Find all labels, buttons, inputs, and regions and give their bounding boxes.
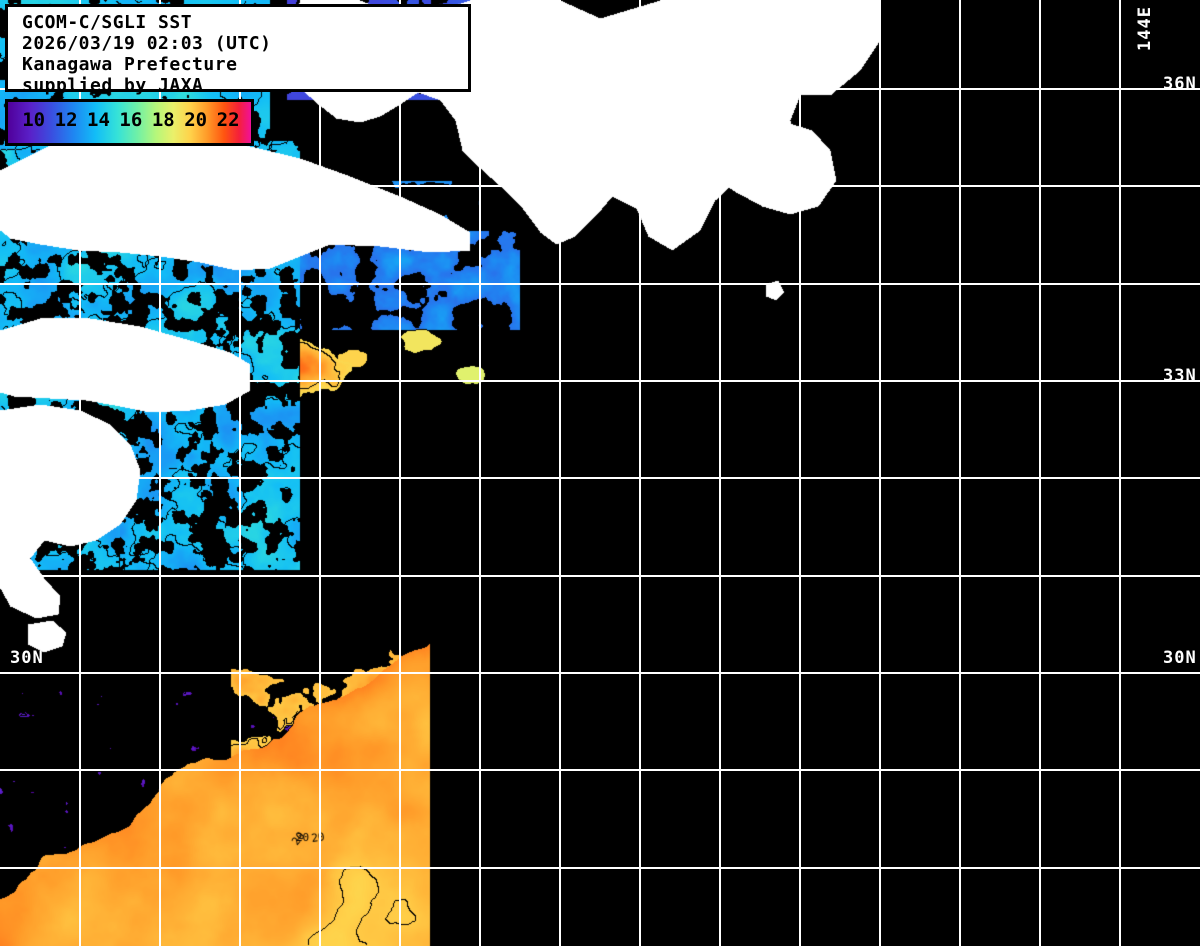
- colorbar-tick-10: 10: [22, 109, 46, 131]
- title-line-region: Kanagawa Prefecture: [22, 54, 238, 75]
- coord-label-lon-144E: 144E: [1135, 6, 1155, 51]
- colorbar-gradient: [8, 102, 251, 143]
- title-line-product: GCOM-C/SGLI SST: [22, 12, 193, 33]
- colorbar-tick-16: 16: [119, 109, 143, 131]
- colorbar-tick-12: 12: [54, 109, 78, 131]
- coord-label-lat-30N-right: 30N: [1163, 648, 1197, 668]
- coord-label-lat-36N-right: 36N: [1163, 74, 1197, 94]
- title-line-provider: supplied by JAXA: [22, 75, 204, 96]
- colorbar-tick-18: 18: [151, 109, 175, 131]
- colorbar-tick-14: 14: [87, 109, 110, 131]
- colorbar-tick-labels: 10 12 14 16 18 20 22: [8, 102, 257, 149]
- coord-label-lon-136E: 136E: [495, 6, 515, 51]
- title-line-datetime: 2026/03/19 02:03 (UTC): [22, 33, 272, 54]
- coord-label-lat-30N-left: 30N: [10, 648, 44, 668]
- coord-label-lat-33N-right: 33N: [1163, 366, 1197, 386]
- colorbar-tick-20: 20: [184, 109, 208, 131]
- sst-colorbar: 10 12 14 16 18 20 22: [5, 99, 254, 146]
- colorbar-tick-22: 22: [216, 109, 240, 131]
- title-legend-box: GCOM-C/SGLI SST 2026/03/19 02:03 (UTC) K…: [5, 4, 471, 96]
